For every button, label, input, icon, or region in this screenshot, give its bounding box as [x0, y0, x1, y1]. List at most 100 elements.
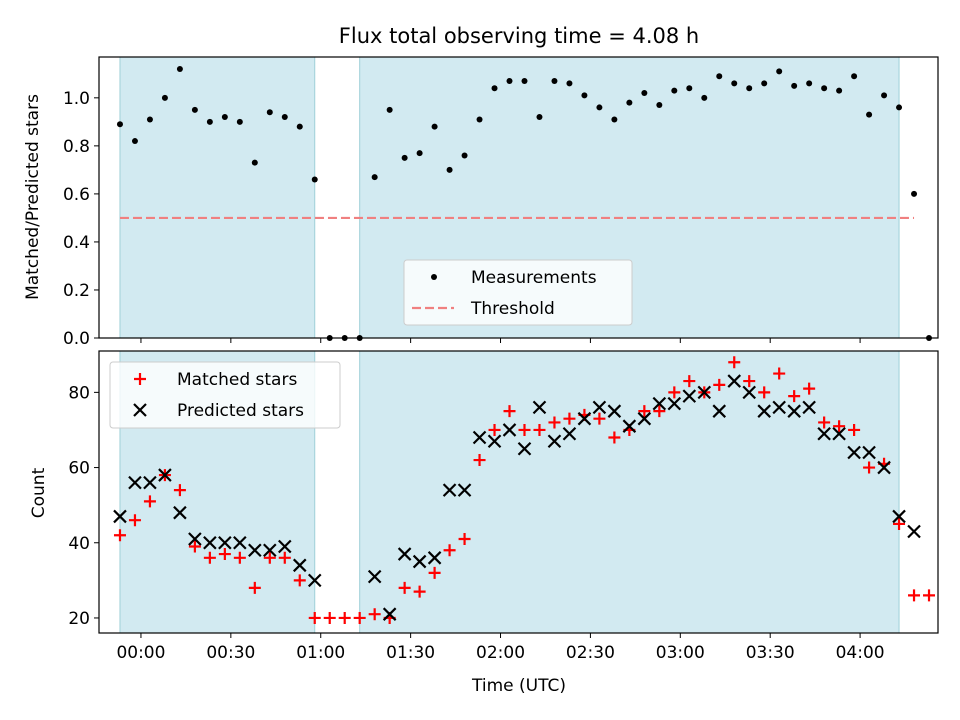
measurements-point-45: [776, 68, 783, 75]
legend-label-threshold: Threshold: [470, 299, 555, 319]
matched-stars-point-44: [758, 386, 771, 399]
matched-stars-point-21: [413, 585, 426, 598]
predicted-stars-point-10: [248, 543, 262, 558]
x-axis-label: Time (UTC): [471, 676, 566, 696]
matched-stars-point-24: [458, 533, 471, 545]
x-tick-label-00:30: 00:30: [206, 643, 255, 663]
predicted-stars-point-50: [892, 509, 906, 524]
matched-stars-point-53: [893, 517, 906, 530]
predicted-stars-point-8: [218, 535, 232, 550]
measurements-point-6: [191, 106, 198, 113]
bottom-panel-ticks: 00:00 00:30 01:00 01:30 02:00 02:30 03:00 03:30…: [68, 383, 884, 663]
y-tick-label-1.0: 1.0: [63, 89, 90, 109]
predicted-stars-point-45: [817, 426, 831, 441]
predicted-stars-point-33: [637, 411, 652, 426]
predicted-stars-point-15: [367, 569, 382, 584]
predicted-stars-point-32: [622, 419, 637, 433]
x-tick-label-02:00: 02:00: [476, 643, 525, 663]
predicted-stars-point-40: [742, 385, 757, 400]
predicted-stars-point-17: [397, 547, 412, 561]
top-panel-y-axis-label: Matched/Predicted stars: [23, 94, 43, 300]
legend-swatch-matched-stars: [134, 373, 146, 385]
y-tick-label-60: 60: [68, 459, 90, 479]
y-tick-label-0.2: 0.2: [63, 281, 90, 301]
predicted-stars-point-7: [203, 535, 217, 550]
matched-stars-point-47: [803, 382, 816, 395]
legend-label-predicted-stars: Predicted stars: [177, 401, 304, 421]
matched-stars-point-55: [923, 589, 936, 602]
matched-stars-point-28: [518, 423, 531, 436]
measurements-point-7: [206, 118, 213, 125]
measurements-point-47: [806, 80, 813, 87]
matched-stars-point-14: [308, 611, 321, 624]
predicted-stars-point-49: [877, 460, 891, 475]
measurements-point-34: [611, 116, 618, 123]
matched-stars-point-26: [488, 423, 501, 436]
predicted-stars-point-21: [457, 483, 472, 497]
predicted-stars-point-27: [547, 434, 562, 449]
bottom-panel-y-axis-label: Count: [29, 467, 49, 518]
matched-stars-point-17: [353, 611, 366, 624]
matched-stars-point-20: [398, 581, 411, 594]
matched-stars-point-25: [473, 454, 486, 467]
measurements-point-3: [146, 116, 153, 123]
legend-swatch-predicted-stars: [133, 403, 147, 417]
y-tick-label-0.6: 0.6: [63, 185, 90, 205]
matched-stars-point-46: [788, 390, 801, 403]
predicted-stars-point-46: [832, 426, 846, 441]
measurements-point-1: [116, 121, 123, 128]
matched-stars-point-33: [593, 412, 606, 425]
chart-title: Flux total observing time = 4.08 h: [339, 24, 699, 48]
shaded-interval-2: [359, 350, 900, 634]
predicted-stars-point-16: [382, 607, 397, 621]
predicted-stars-point-3: [143, 475, 157, 490]
matched-stars-point-42: [728, 356, 741, 369]
measurements-point-49: [836, 87, 843, 94]
predicted-stars-point-34: [652, 396, 667, 411]
measurements-point-28: [521, 78, 528, 85]
matched-stars-point-37: [653, 405, 666, 418]
x-tick-label-01:00: 01:00: [296, 643, 345, 663]
measurements-point-50: [851, 73, 858, 80]
predicted-stars-point-41: [757, 404, 771, 418]
x-tick-label-00:00: 00:00: [116, 643, 165, 663]
matched-stars-point-41: [713, 378, 726, 391]
measurements-point-20: [401, 154, 408, 161]
matched-stars-point-6: [188, 540, 201, 553]
legend-swatch-measurements: [431, 274, 437, 280]
measurements-point-13: [296, 123, 303, 130]
legend-box: [403, 259, 633, 326]
matched-stars-point-49: [833, 420, 846, 433]
x-tick-label-01:30: 01:30: [386, 643, 435, 663]
predicted-stars-point-51: [907, 524, 921, 539]
measurements-point-11: [266, 109, 273, 116]
top-panel-legend: Measurements Threshold: [403, 259, 633, 326]
predicted-stars-point-36: [682, 389, 697, 403]
measurements-point-39: [686, 85, 693, 92]
measurements-point-40: [701, 94, 708, 101]
bottom-panel: 00:00 00:30 01:00 01:30 02:00 02:30 03:00 03:30…: [29, 350, 939, 696]
matched-stars-point-43: [743, 375, 756, 388]
matched-stars-point-18: [368, 608, 381, 621]
predicted-stars-point-19: [427, 551, 442, 565]
predicted-stars-point-37: [697, 385, 712, 400]
x-tick-label-04:00: 04:00: [836, 643, 885, 663]
matched-stars-point-2: [128, 514, 141, 527]
measurements-point-24: [461, 152, 468, 159]
measurements-point-10: [251, 159, 258, 166]
matched-stars-point-9: [233, 551, 246, 564]
predicted-stars-point-6: [188, 532, 202, 546]
measurements-point-25: [476, 116, 483, 123]
predicted-stars-point-35: [667, 396, 682, 411]
predicted-stars-point-2: [128, 475, 142, 490]
matched-stars-point-50: [848, 423, 861, 436]
measurements-point-51: [866, 111, 873, 118]
predicted-stars-point-47: [847, 445, 861, 460]
measurements-point-27: [506, 78, 513, 85]
measurements-point-42: [731, 80, 738, 87]
predicted-stars-point-9: [233, 535, 247, 550]
predicted-stars-point-12: [278, 539, 292, 554]
measurements-point-22: [431, 123, 438, 130]
predicted-stars-point-38: [712, 404, 727, 418]
